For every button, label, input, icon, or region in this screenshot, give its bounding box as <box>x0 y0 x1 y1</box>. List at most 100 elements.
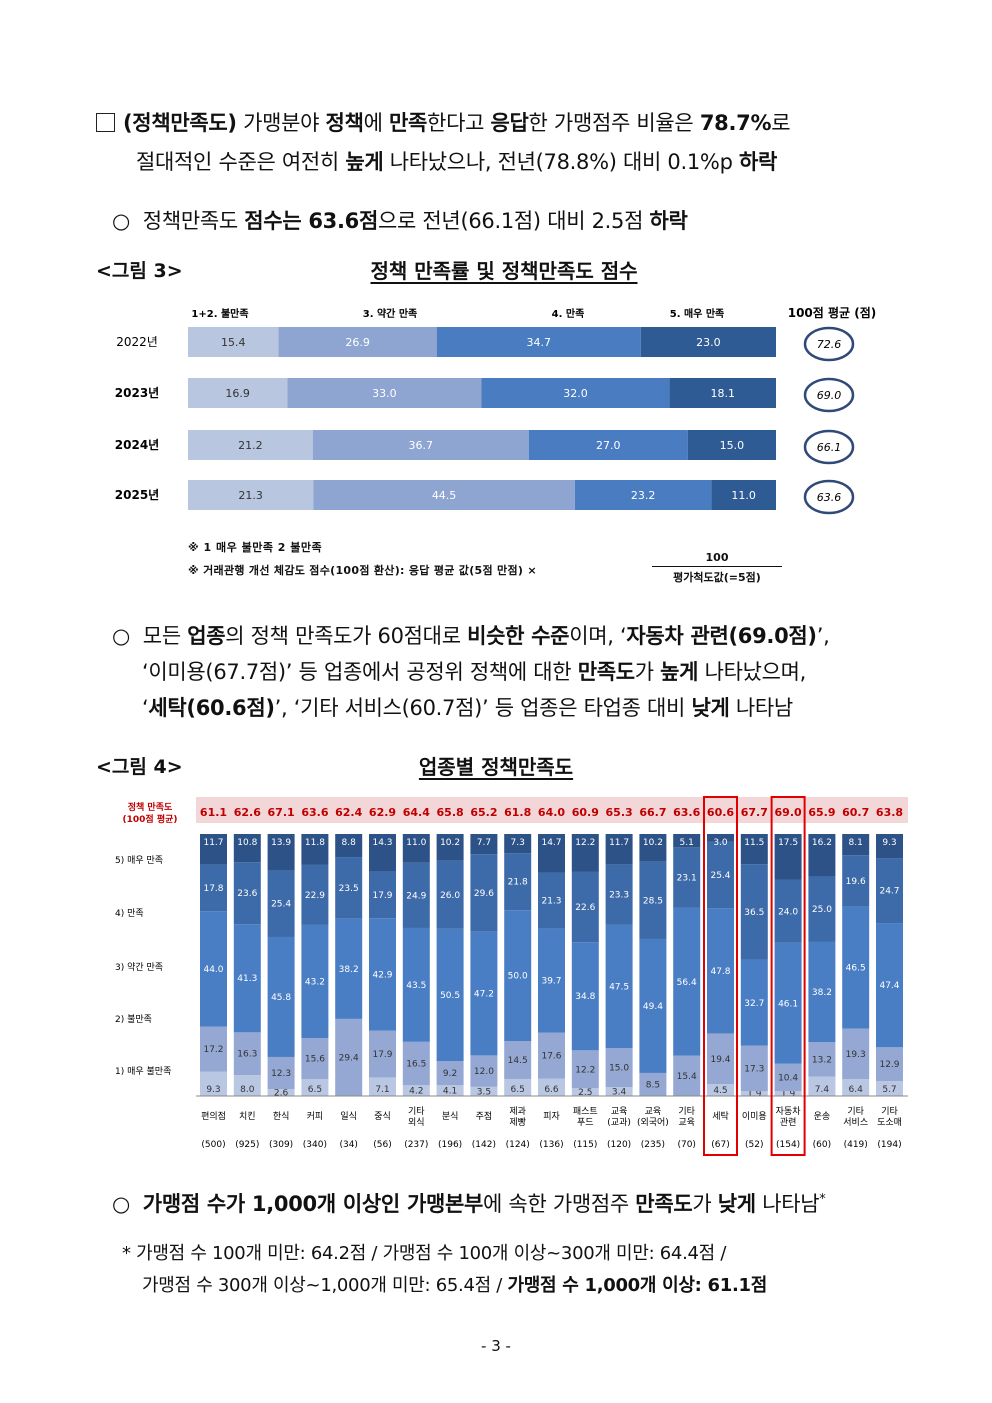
text-bold: 점수는 63.6점 <box>244 209 378 233</box>
text-bold: 업종 <box>187 624 226 648</box>
bar-segment <box>278 327 437 357</box>
text-bold: 높게 <box>660 660 699 684</box>
sample-size-label: (120) <box>607 1140 631 1150</box>
bar-value-label: 7.4 <box>815 1085 830 1095</box>
bar-value-label: 47.2 <box>474 990 494 1000</box>
year-label: 2022년 <box>116 335 158 349</box>
bar-segment <box>233 1032 261 1076</box>
bar-segment <box>200 1026 227 1072</box>
bar-segment <box>640 327 776 357</box>
bar-segment <box>707 834 734 842</box>
text: ‘이미용(67.7점)’ 등 업종에서 공정위 정책에 대한 <box>142 660 578 684</box>
year-label: 2025년 <box>115 488 159 502</box>
bar-value-label: 56.4 <box>677 978 697 988</box>
bar-value-label: 17.9 <box>372 1050 392 1060</box>
bar-segment <box>369 918 396 1031</box>
bullet-circle-icon: ○ <box>112 1192 131 1216</box>
bullet-franchise-size: ○ 가맹점 수가 1,000개 이상인 가맹본부에 속한 가맹점주 만족도가 낮… <box>112 1188 826 1218</box>
bar-segment <box>571 942 599 1051</box>
text: 나타났으나, 전년(78.8%) 대비 0.1%p <box>383 150 739 174</box>
bar-value-label: 21.8 <box>508 878 528 888</box>
bar-value-label: 21.3 <box>238 489 263 502</box>
bar-segment <box>876 858 903 924</box>
text-bold: 높게 <box>345 150 384 174</box>
bar-value-label: 16.5 <box>406 1059 426 1069</box>
bar-value-label: 16.3 <box>237 1050 257 1060</box>
bar-segment <box>639 1072 667 1096</box>
bar-value-label: 47.4 <box>879 981 899 991</box>
bar-segment <box>267 870 295 937</box>
fraction-numerator: 100 <box>705 551 729 564</box>
bar-value-label: 47.5 <box>609 983 629 993</box>
bar-segment <box>504 853 532 911</box>
bar-segment <box>301 864 329 925</box>
bar-value-label: 43.2 <box>305 978 325 988</box>
text: 한다고 <box>427 111 491 135</box>
bar-segment <box>538 834 565 873</box>
bar-segment <box>267 1089 295 1096</box>
text-bold: 만족 <box>389 111 428 135</box>
bar-value-label: 7.7 <box>477 838 491 848</box>
bar-segment <box>808 834 836 877</box>
bar-segment <box>369 1030 396 1078</box>
highlight-box <box>703 796 738 1156</box>
bar-segment <box>538 928 565 1033</box>
sample-size-label: (34) <box>339 1140 357 1150</box>
bar-value-label: 8.5 <box>646 1080 660 1090</box>
avg-score-ellipse <box>803 377 855 413</box>
bar-segment <box>200 864 227 912</box>
text: 로 <box>771 111 791 135</box>
category-label: 피자 <box>543 1111 560 1122</box>
bar-segment <box>673 847 701 908</box>
bar-segment <box>335 834 363 858</box>
bar-value-label: 21.2 <box>238 439 263 452</box>
bullet-industry-line2: ‘이미용(67.7점)’ 등 업종에서 공정위 정책에 대한 만족도가 높게 나… <box>142 656 806 686</box>
figure-3-note-1: ※ 1 매우 불만족 2 불만족 <box>188 541 323 554</box>
bar-segment <box>571 834 599 872</box>
bar-segment <box>842 1028 870 1080</box>
bar-segment <box>808 1076 836 1096</box>
bar-value-label: 9.3 <box>206 1085 220 1095</box>
bar-segment <box>233 1075 261 1096</box>
score-label: 64.4 <box>403 806 430 819</box>
bar-value-label: 36.7 <box>409 439 434 452</box>
bar-value-label: 10.4 <box>778 1073 798 1083</box>
checkbox-square-icon <box>96 113 115 132</box>
bar-segment <box>707 1033 734 1085</box>
bar-value-label: 23.3 <box>609 891 629 901</box>
score-label: 65.8 <box>437 806 464 819</box>
bar-segment <box>504 910 532 1042</box>
bar-value-label: 17.3 <box>744 1064 764 1074</box>
avg-score-label: 69.0 <box>817 389 842 402</box>
bar-value-label: 12.3 <box>271 1069 291 1079</box>
score-label: 60.7 <box>842 806 869 819</box>
bar-value-label: 21.3 <box>541 896 561 906</box>
bar-value-label: 6.4 <box>849 1085 864 1095</box>
bar-segment <box>301 1038 329 1079</box>
bar-segment <box>571 871 599 943</box>
score-label: 60.9 <box>572 806 599 819</box>
bar-value-label: 41.3 <box>237 974 257 984</box>
bar-value-label: 14.5 <box>508 1056 528 1066</box>
score-header: (100점 평균) <box>123 813 178 825</box>
bar-segment <box>369 834 396 872</box>
bar-value-label: 17.8 <box>203 884 223 894</box>
figure-3-title: 정책 만족률 및 정책만족도 점수 <box>370 259 638 283</box>
bullet-circle-icon: ○ <box>112 624 131 648</box>
bar-segment <box>402 1041 430 1086</box>
bar-segment <box>436 860 464 929</box>
bar-value-label: 2.5 <box>578 1088 592 1098</box>
bar-value-label: 11.8 <box>305 838 325 848</box>
page-number: - 3 - <box>481 1337 511 1355</box>
figure-3-label: <그림 3> <box>96 260 183 282</box>
bar-segment <box>470 1055 498 1087</box>
figure-3-note-2: ※ 거래관행 개선 체감도 점수(100점 환산): 응답 평균 값(5점 만점… <box>188 564 537 577</box>
legend-label: 3. 약간 만족 <box>363 307 418 320</box>
sample-size-label: (60) <box>813 1140 831 1150</box>
figure-3-chart: 1+2. 불만족 3. 약간 만족 4. 만족 5. 매우 만족 100점 평균… <box>115 305 876 515</box>
sample-size-label: (925) <box>235 1140 259 1150</box>
bar-value-label: 16.2 <box>812 838 832 848</box>
sample-size-label: (419) <box>844 1140 868 1150</box>
sample-size-label: (340) <box>303 1140 327 1150</box>
bar-value-label: 6.6 <box>544 1085 559 1095</box>
